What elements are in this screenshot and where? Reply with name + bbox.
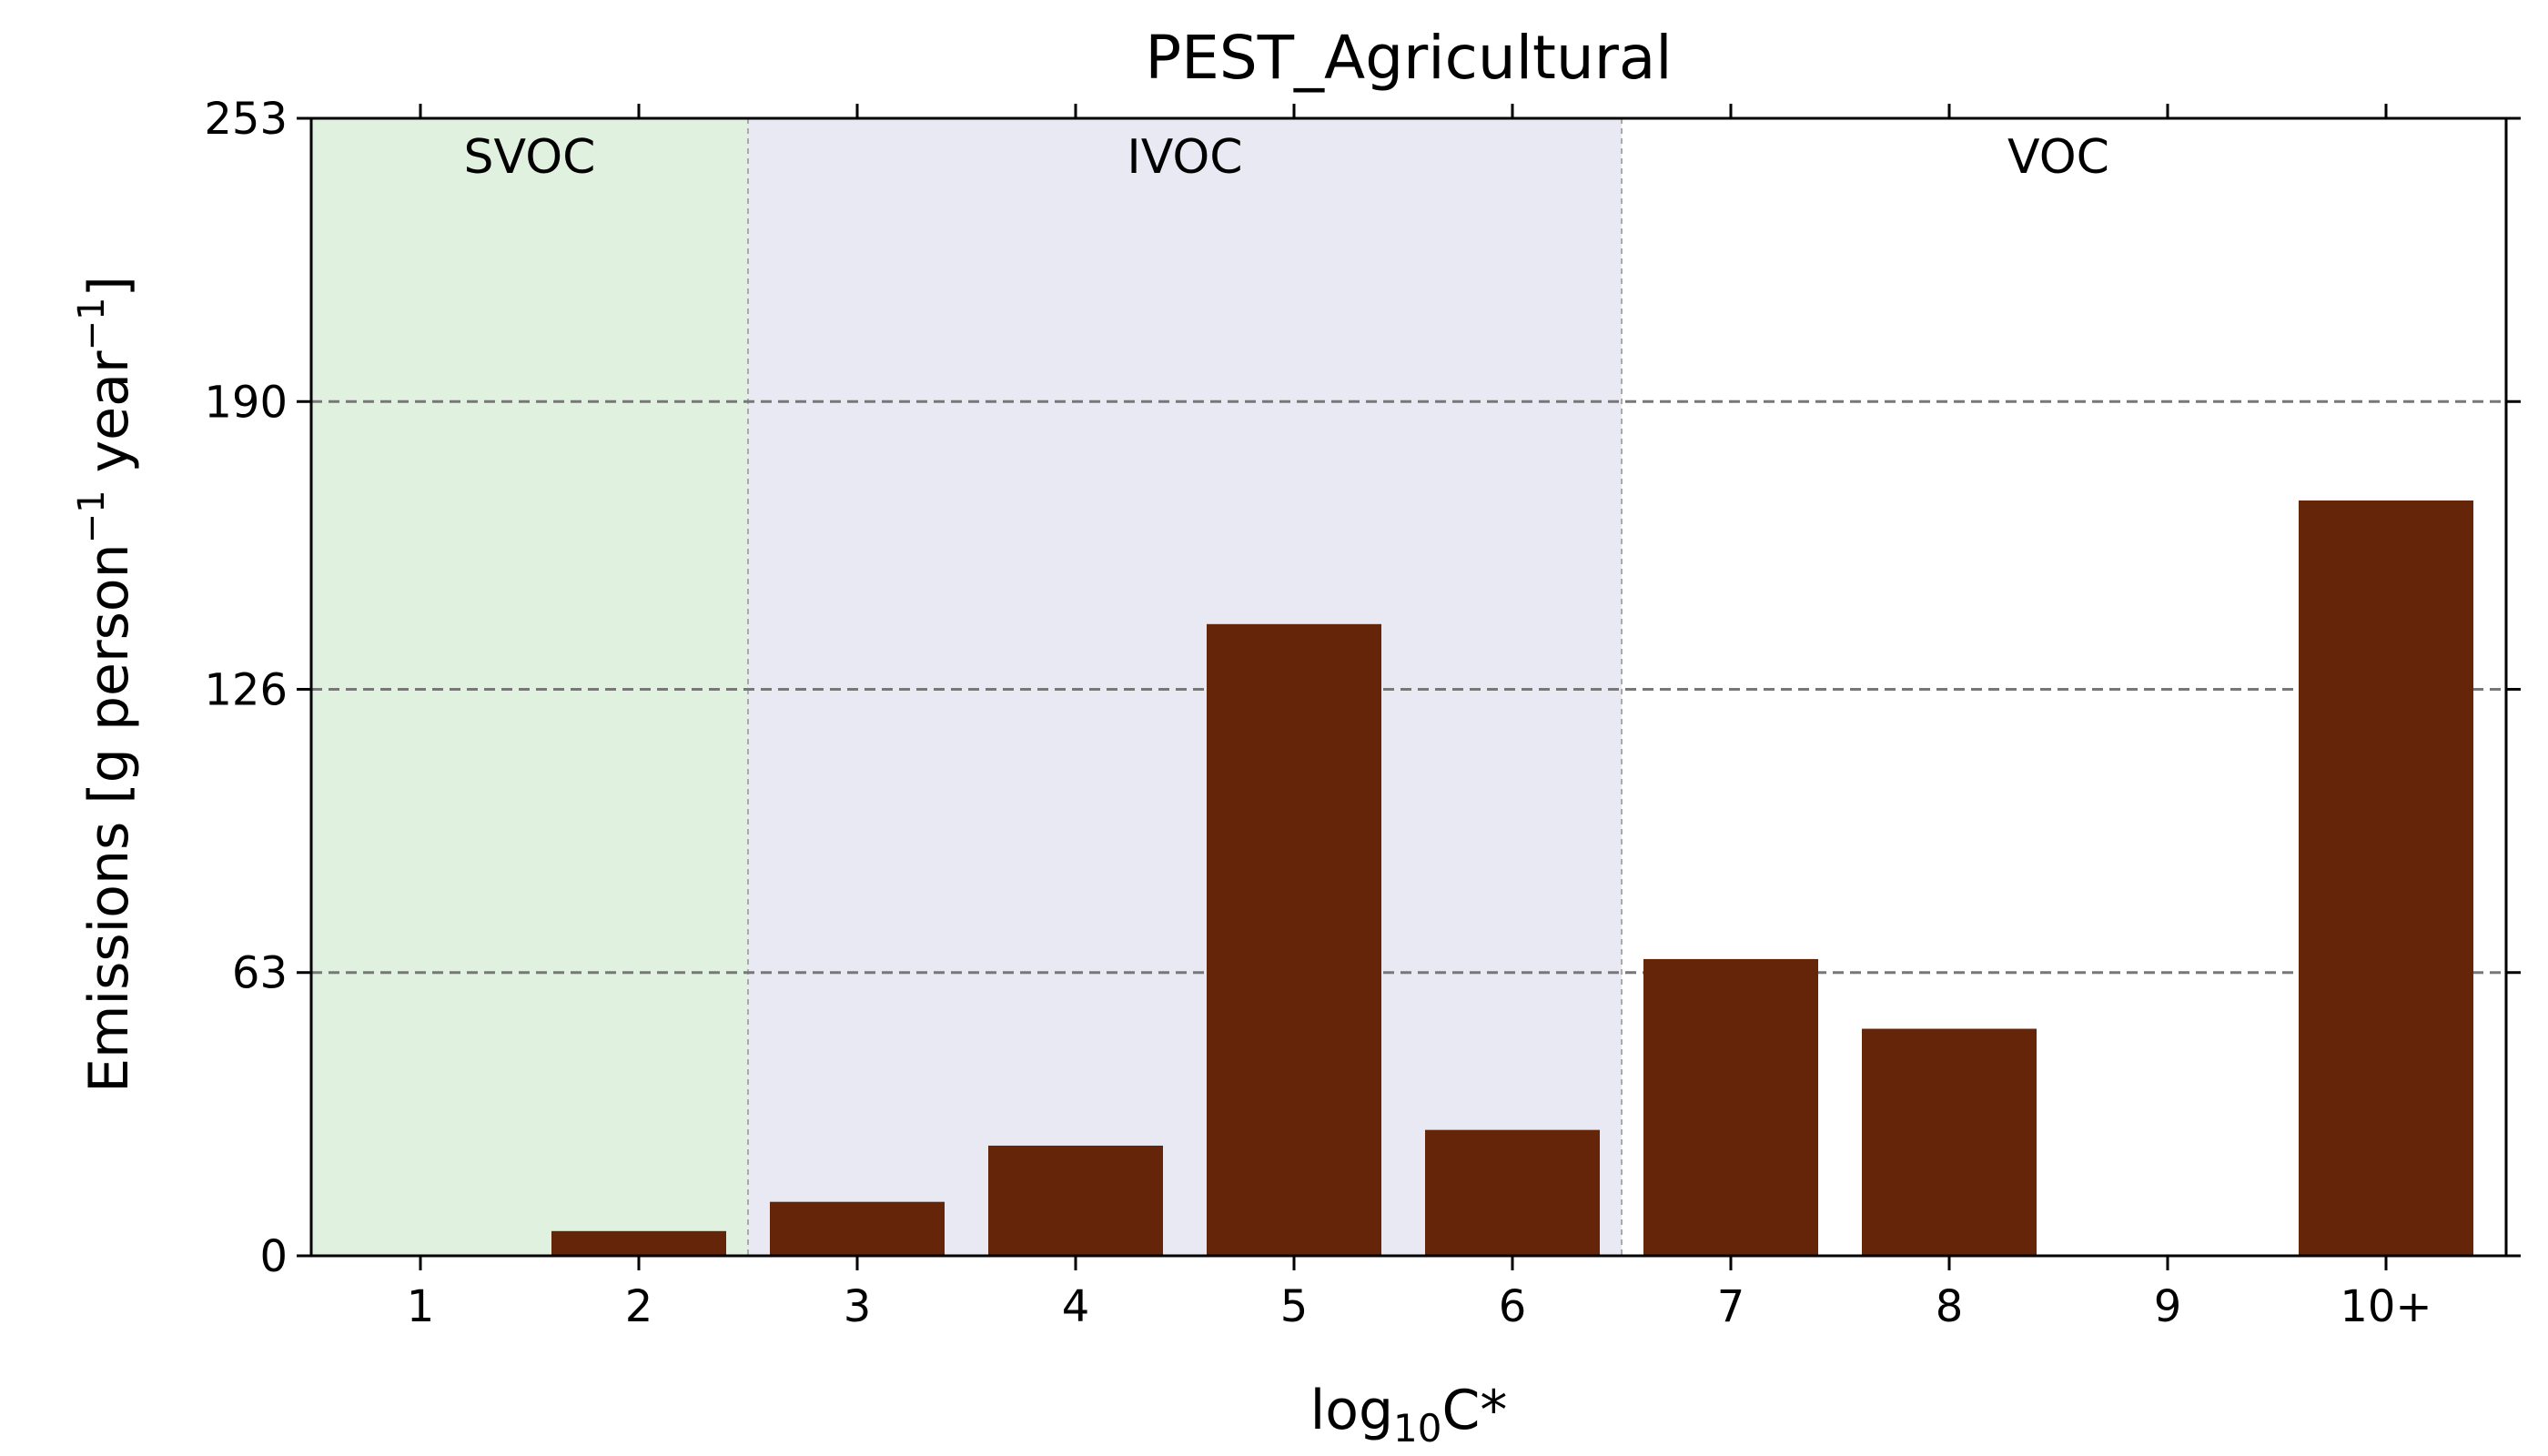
x-tick-label: 2 bbox=[625, 1281, 653, 1332]
bar-10+ bbox=[2299, 500, 2473, 1256]
x-tick-label: 6 bbox=[1499, 1281, 1527, 1332]
y-axis-title-part-1: Emissions [g person bbox=[77, 543, 141, 1093]
y-tick-label: 63 bbox=[232, 948, 288, 999]
region-band-ivoc bbox=[748, 118, 1622, 1256]
x-tick-label: 10+ bbox=[2340, 1281, 2432, 1332]
bar-7 bbox=[1643, 958, 1818, 1256]
x-tick-label: 3 bbox=[844, 1281, 872, 1332]
x-tick-label: 4 bbox=[1062, 1281, 1090, 1332]
x-axis-title-main: log bbox=[1310, 1379, 1393, 1442]
y-tick-label: 190 bbox=[204, 377, 288, 428]
y-ticks: 0 63 126 190 253 bbox=[204, 94, 2521, 1282]
x-tick-label: 1 bbox=[407, 1281, 435, 1332]
region-band-svoc bbox=[311, 118, 748, 1256]
x-tick-label: 9 bbox=[2154, 1281, 2182, 1332]
x-tick-label: 7 bbox=[1717, 1281, 1745, 1332]
region-label-ivoc: IVOC bbox=[1127, 130, 1242, 185]
region-label-svoc: SVOC bbox=[464, 130, 596, 185]
bar-6 bbox=[1425, 1129, 1600, 1256]
y-axis-title-part-2: year bbox=[77, 350, 141, 490]
y-axis-title-superscript-2: −1 bbox=[71, 298, 113, 351]
bar-4 bbox=[988, 1145, 1163, 1256]
bar-8 bbox=[1862, 1028, 2037, 1256]
y-tick-label: 126 bbox=[204, 664, 288, 715]
x-tick-label: 5 bbox=[1280, 1281, 1309, 1332]
y-axis-title-superscript-1: −1 bbox=[71, 490, 113, 543]
region-label-voc: VOC bbox=[2007, 130, 2109, 185]
bars bbox=[551, 500, 2473, 1256]
y-axis-title: Emissions [g person−1 year−1] bbox=[71, 276, 141, 1093]
x-ticks: 1 2 3 4 5 6 7 8 9 10+ bbox=[407, 104, 2432, 1332]
region-bands bbox=[311, 118, 2495, 1256]
x-axis-title-subscript: 10 bbox=[1393, 1406, 1441, 1451]
bar-3 bbox=[770, 1201, 945, 1256]
bar-5 bbox=[1207, 623, 1381, 1256]
x-axis-title-tail: C* bbox=[1442, 1379, 1508, 1442]
region-labels: SVOC IVOC VOC bbox=[464, 130, 2109, 185]
y-tick-label: 0 bbox=[259, 1231, 288, 1282]
chart-title: PEST_Agricultural bbox=[1145, 23, 1672, 93]
x-tick-label: 8 bbox=[1936, 1281, 1964, 1332]
y-axis-title-part-3: ] bbox=[77, 276, 141, 297]
plot-frame bbox=[309, 116, 2508, 1258]
x-axis-title: log10C* bbox=[1310, 1379, 1508, 1451]
bar-2 bbox=[551, 1230, 726, 1256]
y-tick-label: 253 bbox=[204, 94, 288, 145]
